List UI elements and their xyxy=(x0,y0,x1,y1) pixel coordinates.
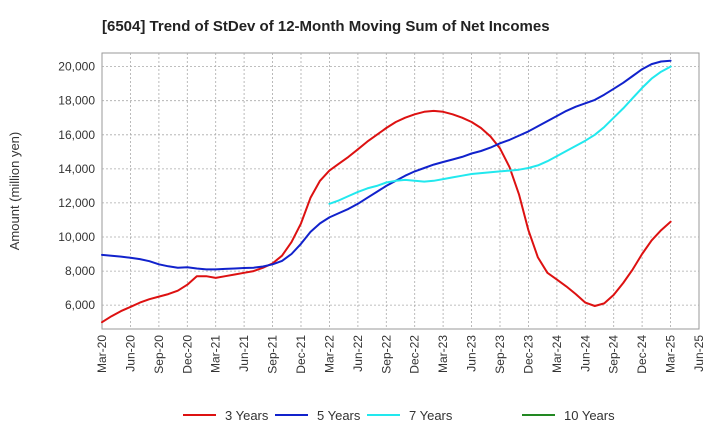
x-tick-label: Jun-22 xyxy=(351,335,365,372)
x-tick-label: Sep-21 xyxy=(266,335,280,374)
legend-label: 5 Years xyxy=(317,408,361,423)
series-line xyxy=(328,65,672,205)
x-tick-label: Sep-22 xyxy=(379,335,393,374)
legend-label: 7 Years xyxy=(409,408,453,423)
x-tick-label: Mar-22 xyxy=(322,335,336,373)
x-tick-label: Sep-20 xyxy=(152,335,166,374)
y-tick-label: 16,000 xyxy=(58,128,95,142)
y-tick-label: 6,000 xyxy=(65,298,95,312)
x-tick-label: Mar-25 xyxy=(664,335,678,373)
y-axis: 6,000 8,000 10,000 12,000 14,000 16,000 18,000… xyxy=(58,60,95,313)
x-tick-label: Jun-23 xyxy=(465,335,479,372)
y-tick-label: 12,000 xyxy=(58,196,95,210)
x-tick-label: Jun-21 xyxy=(237,335,251,372)
x-tick-label: Mar-23 xyxy=(436,335,450,373)
series-line xyxy=(101,109,672,324)
legend-label: 3 Years xyxy=(225,408,269,423)
x-tick-label: Dec-24 xyxy=(635,335,649,374)
y-tick-label: 18,000 xyxy=(58,94,95,108)
x-tick-label: Jun-25 xyxy=(692,335,706,372)
x-tick-label: Jun-24 xyxy=(578,335,592,372)
y-tick-label: 8,000 xyxy=(65,264,95,278)
legend: 3 Years 5 Years 7 Years 10 Years xyxy=(183,408,615,423)
x-tick-label: Mar-21 xyxy=(209,335,223,373)
series-line xyxy=(101,59,672,271)
y-tick-label: 10,000 xyxy=(58,230,95,244)
x-tick-label: Sep-24 xyxy=(607,335,621,374)
y-tick-label: 20,000 xyxy=(58,60,95,74)
plot-area xyxy=(101,52,700,330)
x-tick-label: Dec-21 xyxy=(294,335,308,374)
x-axis: Mar-20 Jun-20 Sep-20 Dec-20 Mar-21 Jun-21 Sep-… xyxy=(95,335,706,374)
legend-label: 10 Years xyxy=(564,408,615,423)
x-tick-label: Sep-23 xyxy=(493,335,507,374)
x-tick-label: Jun-20 xyxy=(123,335,137,372)
y-tick-label: 14,000 xyxy=(58,162,95,176)
x-tick-label: Mar-24 xyxy=(550,335,564,373)
x-tick-label: Dec-22 xyxy=(408,335,422,374)
x-tick-label: Dec-23 xyxy=(521,335,535,374)
y-axis-label: Amount (million yen) xyxy=(7,132,22,251)
series-lines xyxy=(101,59,672,324)
x-tick-label: Mar-20 xyxy=(95,335,109,373)
chart-title: [6504] Trend of StDev of 12-Month Moving… xyxy=(102,18,550,35)
x-tick-label: Dec-20 xyxy=(180,335,194,374)
